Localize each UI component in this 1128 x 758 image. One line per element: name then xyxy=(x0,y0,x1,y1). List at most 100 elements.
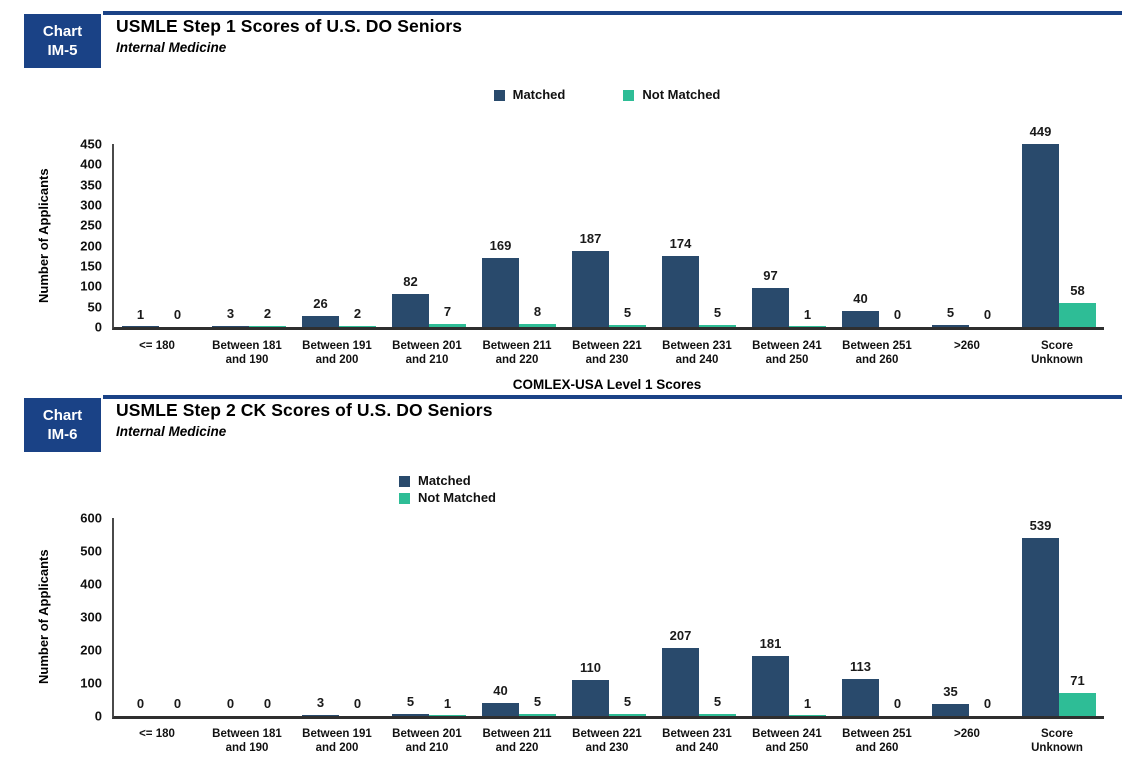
y-tick-label: 250 xyxy=(80,217,102,233)
bar-not-matched xyxy=(519,323,556,327)
bar-value-label: 169 xyxy=(489,238,512,254)
chart-subtitle: Internal Medicine xyxy=(116,40,227,55)
bar-slot: 58 xyxy=(1059,144,1096,327)
bar-value-label: 0 xyxy=(983,307,992,322)
x-category-line: and 220 xyxy=(495,354,539,366)
bar-matched xyxy=(122,325,159,327)
bar-value-label: 26 xyxy=(313,296,328,312)
bar-group: 113 0 xyxy=(834,518,924,716)
y-tick-label: 50 xyxy=(87,299,102,315)
y-tick-label: 400 xyxy=(80,576,102,592)
x-category-line: and 190 xyxy=(225,354,269,366)
x-category-line: and 260 xyxy=(855,742,899,754)
bar-slot: 7 xyxy=(429,144,466,327)
bar-group: 187 5 xyxy=(564,144,654,327)
bar-slot: 0 xyxy=(969,518,1006,716)
bar-value-label: 5 xyxy=(713,694,722,710)
bar-group: 207 5 xyxy=(654,518,744,716)
bar-value-label: 5 xyxy=(623,304,632,320)
bar-slot: 1 xyxy=(429,518,466,716)
bar-value-label: 0 xyxy=(173,696,182,711)
x-category-line: >260 xyxy=(954,728,980,740)
bar-slot: 82 xyxy=(392,144,429,327)
x-category-line: Unknown xyxy=(1031,742,1083,754)
y-tick-label: 300 xyxy=(80,197,102,213)
x-category-label: Score Unknown xyxy=(1012,727,1102,755)
legend: Matched Not Matched xyxy=(399,474,496,505)
x-category-label: Between 221 and 230 xyxy=(562,339,652,367)
bar-value-label: 0 xyxy=(353,696,362,711)
bar-group: 40 5 xyxy=(474,518,564,716)
bar-matched xyxy=(1022,538,1059,716)
y-tick-label: 200 xyxy=(80,642,102,658)
x-category-label: Between 201 and 210 xyxy=(382,727,472,755)
bar-matched xyxy=(482,258,519,327)
bar-slot: 5 xyxy=(392,518,429,716)
x-category-label: Between 191 and 200 xyxy=(292,339,382,367)
matched-legend-swatch xyxy=(399,475,410,487)
bar-value-label: 110 xyxy=(580,659,601,675)
x-category-line: and 240 xyxy=(675,742,719,754)
bar-value-label: 181 xyxy=(759,636,782,652)
y-tick-label: 450 xyxy=(80,136,102,152)
y-tick-label: 200 xyxy=(80,238,102,254)
bar-group: 181 1 xyxy=(744,518,834,716)
bar-matched xyxy=(932,704,969,716)
bar-slot: 5 xyxy=(932,144,969,327)
bar-value-label: 7 xyxy=(443,304,452,320)
plot-area: 0 0 0 0 3 0 5 1 40 5 110 5 207 5 181 1 113 0 35 0 539 71 xyxy=(112,518,1104,719)
chart-header: USMLE Step 2 CK Scores of U.S. DO Senior… xyxy=(116,400,493,439)
x-category-label: Between 181 and 190 xyxy=(202,339,292,367)
bar-not-matched xyxy=(519,714,556,716)
legend-item: Matched xyxy=(399,474,496,488)
x-category-labels: <= 180 Between 181 and 190 Between 191 and 2… xyxy=(112,339,1102,367)
x-category-line: Between 191 xyxy=(302,340,372,352)
chart-title: USMLE Step 1 Scores of U.S. DO Seniors xyxy=(116,16,463,36)
bar-value-label: 113 xyxy=(850,658,871,674)
chart-title: USMLE Step 2 CK Scores of U.S. DO Senior… xyxy=(116,400,493,420)
bar-value-label: 3 xyxy=(316,695,325,711)
bar-slot: 3 xyxy=(302,518,339,716)
y-tick-label: 100 xyxy=(80,278,102,294)
legend-label: Not Matched xyxy=(642,87,721,102)
x-category-label: Between 241 and 250 xyxy=(742,727,832,755)
x-category-line: Between 181 xyxy=(212,728,282,740)
bar-slot: 0 xyxy=(122,518,159,716)
bar-matched xyxy=(572,250,609,327)
bar-group: 35 0 xyxy=(924,518,1014,716)
legend-label: Matched xyxy=(512,87,566,102)
bar-value-label: 0 xyxy=(983,696,992,711)
y-tick-label: 150 xyxy=(80,258,102,274)
bar-group: 539 71 xyxy=(1014,518,1104,716)
bar-slot: 110 xyxy=(572,518,609,716)
y-axis-ticks: 0 100 200 300 400 500 600 xyxy=(40,512,102,723)
header-rule xyxy=(103,11,1122,15)
bar-matched xyxy=(842,310,879,327)
y-tick-label: 100 xyxy=(80,675,102,691)
bar-slot: 0 xyxy=(879,518,916,716)
bar-value-label: 539 xyxy=(1029,518,1052,534)
bar-group: 169 8 xyxy=(474,144,564,327)
x-category-line: Between 201 xyxy=(392,340,462,352)
bar-slot: 5 xyxy=(609,144,646,327)
bar-value-label: 0 xyxy=(173,307,182,322)
x-category-line: and 230 xyxy=(585,354,629,366)
bar-slot: 1 xyxy=(789,144,826,327)
bar-slot: 1 xyxy=(122,144,159,327)
x-category-label: Between 181 and 190 xyxy=(202,727,292,755)
bar-slot: 2 xyxy=(339,144,376,327)
chart-subtitle: Internal Medicine xyxy=(116,424,227,439)
x-category-line: and 200 xyxy=(315,354,359,366)
bar-value-label: 2 xyxy=(353,306,362,322)
bar-value-label: 0 xyxy=(893,307,902,322)
x-category-line: Between 251 xyxy=(842,340,912,352)
bar-value-label: 5 xyxy=(946,304,955,320)
bar-value-label: 1 xyxy=(443,695,452,711)
bar-slot: 207 xyxy=(662,518,699,716)
x-category-line: and 210 xyxy=(405,742,449,754)
bar-matched xyxy=(302,316,339,327)
legend: Matched Not Matched xyxy=(112,88,1102,102)
bar-slot: 0 xyxy=(212,518,249,716)
bar-value-label: 5 xyxy=(713,304,722,320)
x-category-labels: <= 180 Between 181 and 190 Between 191 and 2… xyxy=(112,727,1102,755)
